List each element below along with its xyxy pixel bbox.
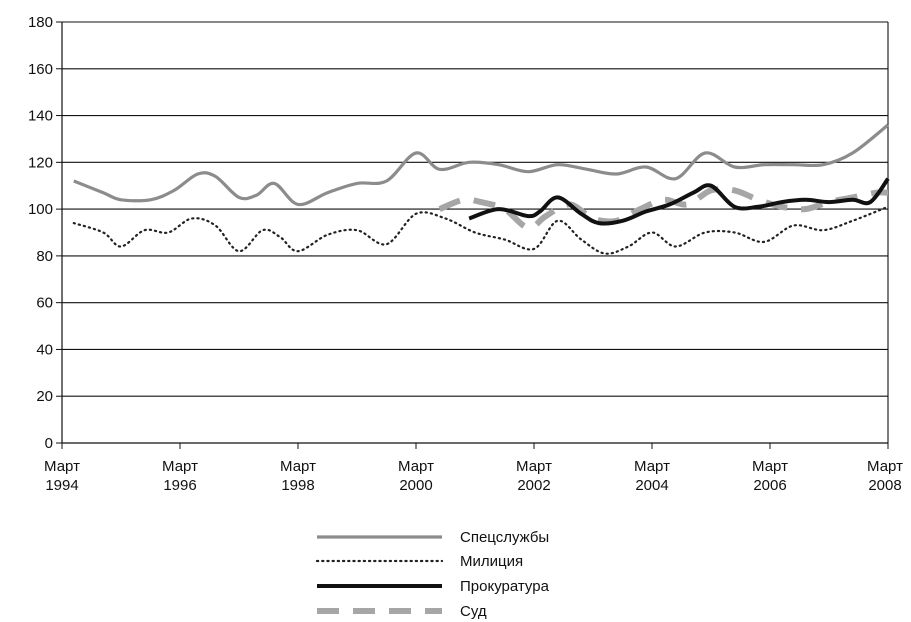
y-tick-label: 0 (45, 435, 53, 452)
x-tick-label-month: Март (162, 458, 198, 475)
x-tick-label-year: 2006 (753, 477, 786, 494)
x-tick-label-month: Март (44, 458, 80, 475)
legend: Спецслужбы Милиция Прокуратура Суд (315, 529, 550, 620)
x-tick-label-year: 2008 (868, 477, 901, 494)
series-line-3 (468, 177, 890, 226)
x-tick-label-year: 1996 (163, 477, 196, 494)
x-tick-label-month: Март (867, 458, 903, 475)
y-tick-label: 180 (28, 14, 53, 31)
y-tick-label: 140 (28, 108, 53, 125)
legend-label-2: Милиция (460, 553, 523, 570)
y-tick-label: 120 (28, 154, 53, 171)
x-axis-ticks: Март 1994 Март 1996 Март 1998 Март 2000 Март 2002… (44, 443, 903, 494)
x-tick-label-month: Март (752, 458, 788, 475)
x-tick-label-month: Март (280, 458, 316, 475)
grid-lines (62, 21, 888, 397)
series-lines (72, 123, 890, 255)
y-tick-label: 20 (36, 388, 53, 405)
legend-label-3: Прокуратура (460, 578, 550, 595)
x-tick-label-month: Март (398, 458, 434, 475)
y-tick-label: 40 (36, 341, 53, 358)
x-tick-label-month: Март (516, 458, 552, 475)
series-line-1 (73, 123, 890, 207)
x-tick-label-year: 2002 (517, 477, 550, 494)
legend-label-1: Спецслужбы (460, 529, 549, 546)
y-tick-label: 80 (36, 248, 53, 265)
y-tick-label: 160 (28, 61, 53, 78)
series-line-2 (72, 205, 890, 255)
x-tick-label-year: 1998 (281, 477, 314, 494)
y-tick-label: 60 (36, 295, 53, 312)
x-tick-label-year: 1994 (45, 477, 78, 494)
series-line-4 (438, 185, 889, 231)
axes (61, 22, 889, 444)
x-tick-label-year: 2004 (635, 477, 668, 494)
y-axis-ticks: 0 20 40 60 80 100 120 140 160 180 (28, 14, 62, 452)
legend-label-4: Суд (460, 603, 487, 620)
y-tick-label: 100 (28, 201, 53, 218)
x-tick-label-month: Март (634, 458, 670, 475)
x-tick-label-year: 2000 (399, 477, 432, 494)
